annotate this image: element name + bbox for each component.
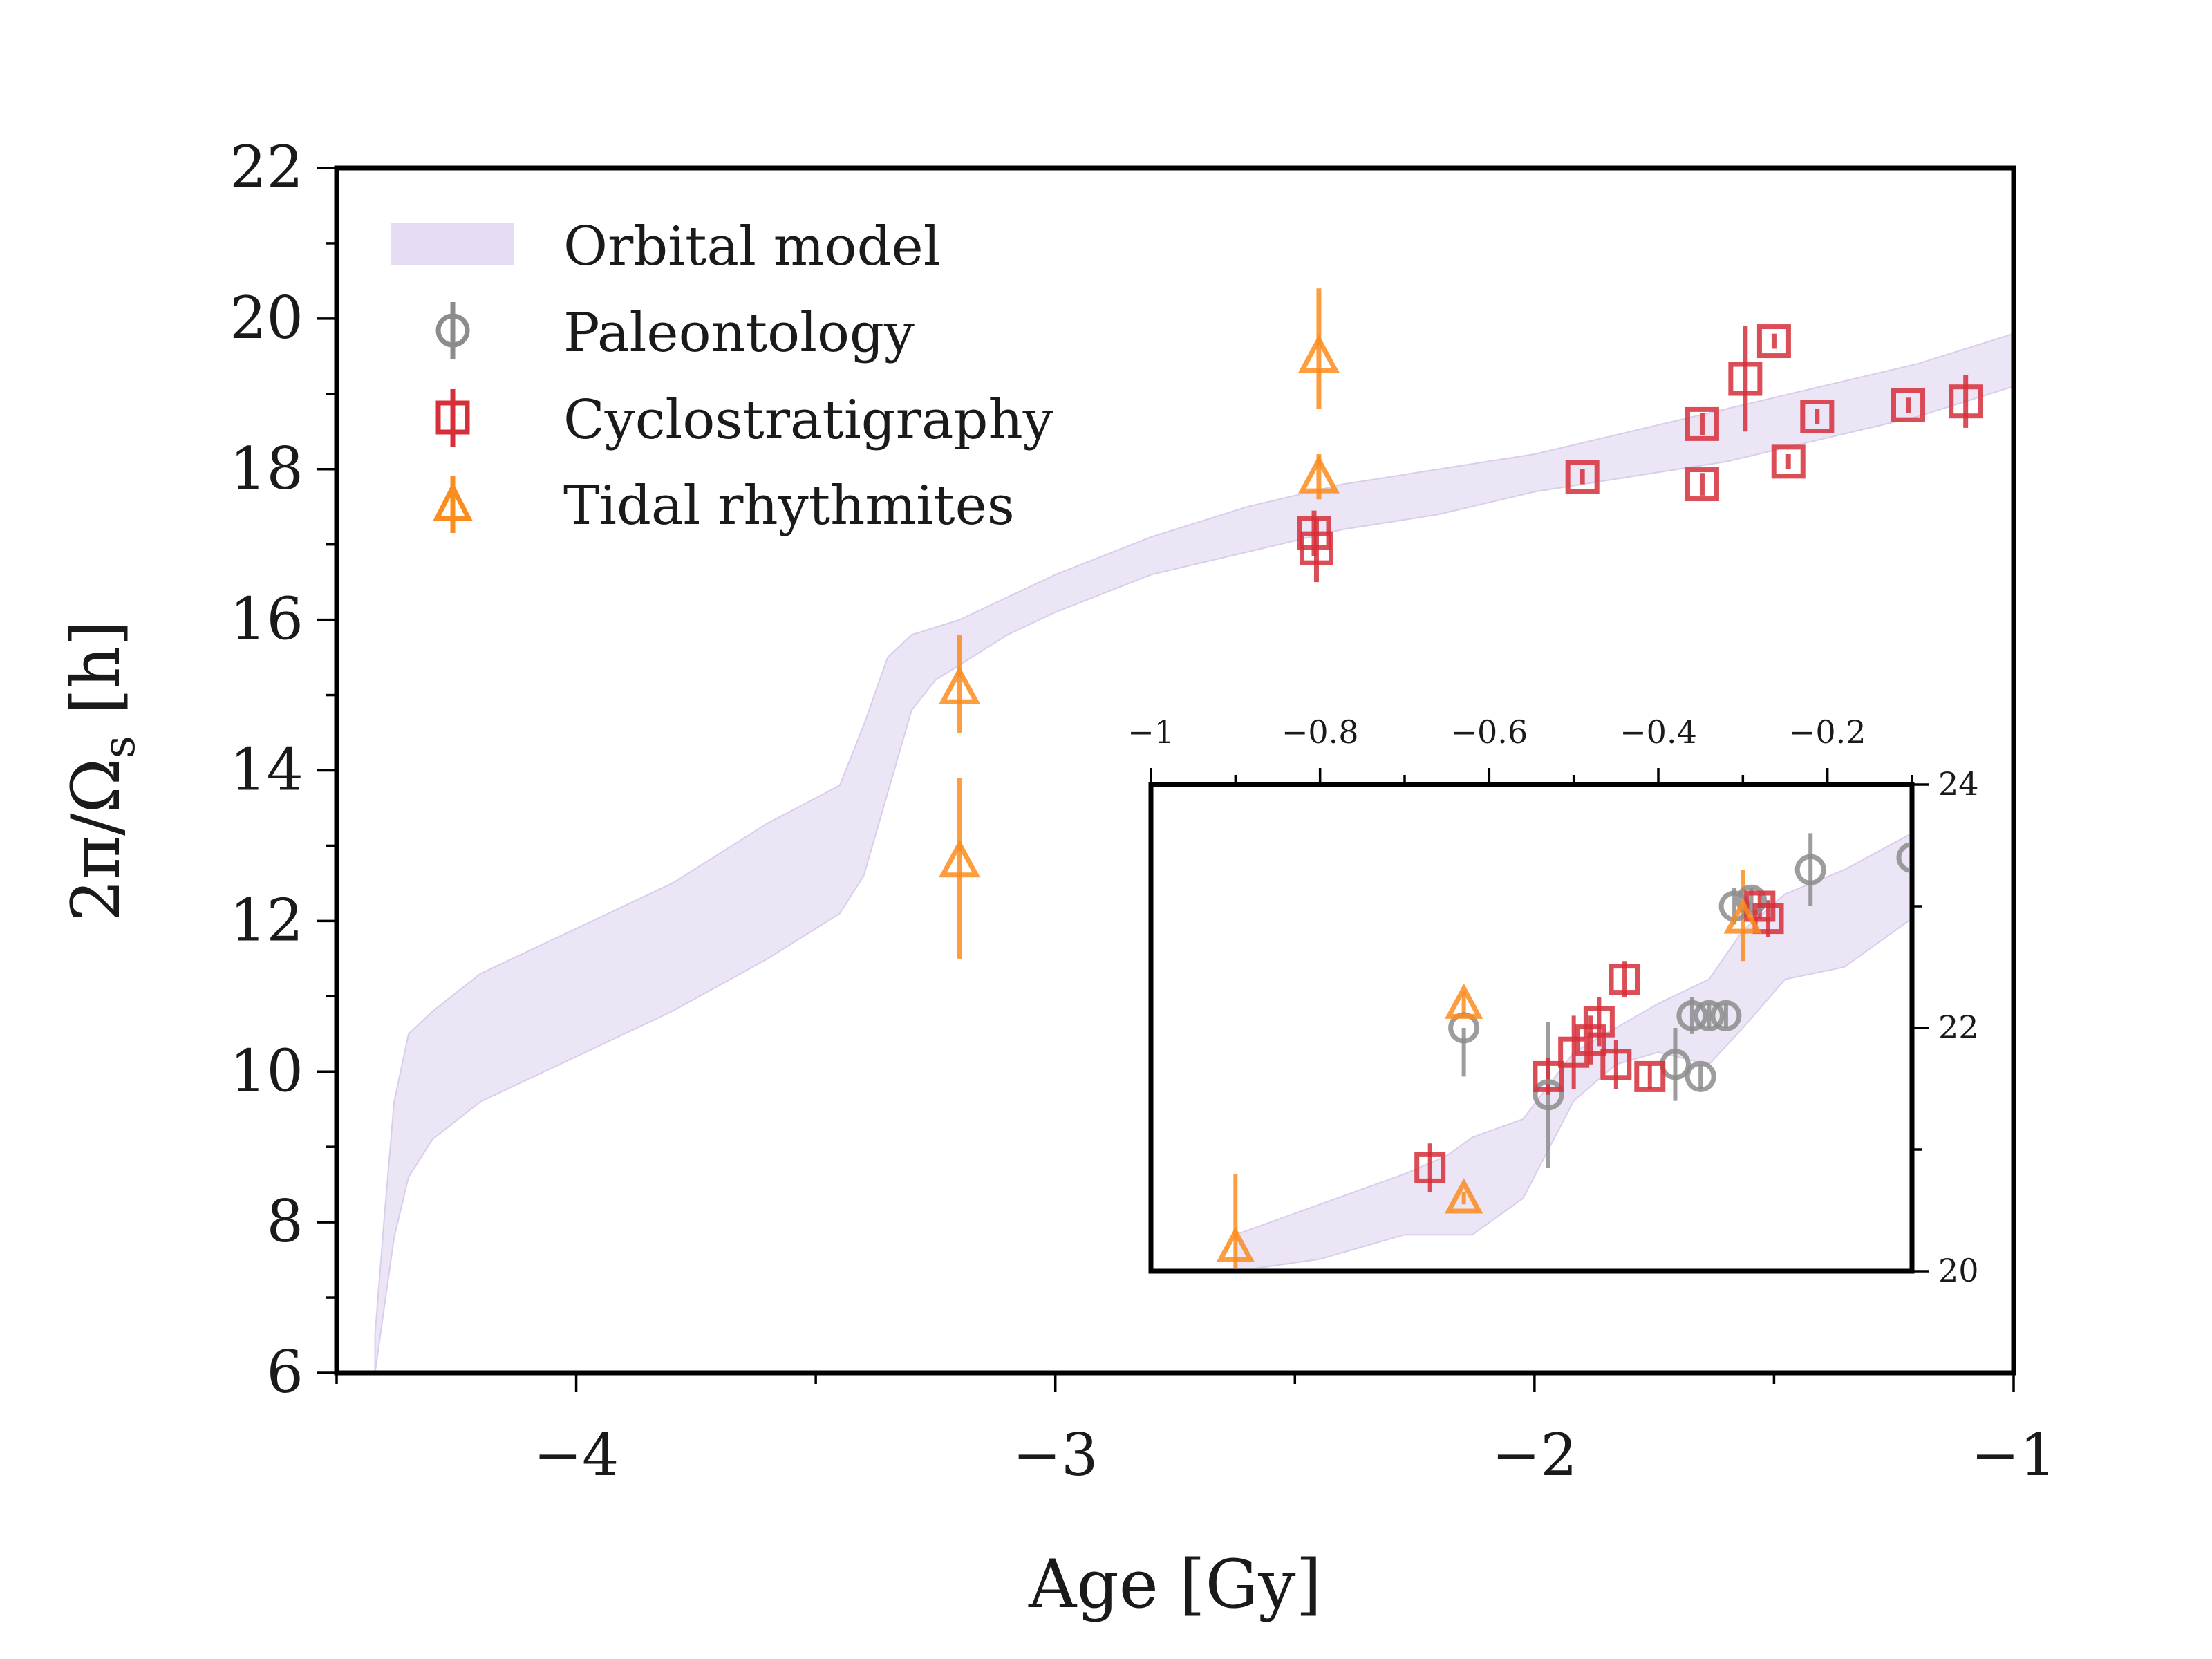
x-tick-label: −0.4 (1620, 713, 1697, 751)
tidal-point (1723, 898, 1763, 934)
cyclo-point (1949, 384, 1983, 419)
y-axis-title: 2π/Ωs [h] (57, 620, 145, 921)
paleo-point (1676, 1000, 1708, 1031)
x-tick-label: −0.8 (1282, 713, 1359, 751)
cyclo-point (1685, 406, 1719, 441)
legend-marker-tidal (433, 476, 473, 533)
main-errorbars (957, 288, 1969, 959)
cyclo-point (1609, 964, 1640, 995)
legend-swatch-model (391, 223, 514, 265)
legend-label-cyclo: Cyclostratigraphy (563, 389, 1053, 451)
tidal-point (1444, 983, 1483, 1019)
cyclo-point (1533, 1060, 1564, 1092)
paleo-point (1710, 1000, 1742, 1031)
tidal-point (1444, 1178, 1483, 1214)
paleo-point (1794, 854, 1826, 885)
cyclo-point (1414, 1152, 1446, 1183)
y-tick-label: 6 (267, 1338, 303, 1406)
y-tick-label: 24 (1938, 765, 1979, 803)
cyclo-point (1756, 324, 1791, 359)
y-tick-label: 12 (229, 886, 303, 954)
cyclo-point (1728, 362, 1763, 396)
cyclo-point (1634, 1060, 1666, 1092)
paleo-point (1736, 884, 1768, 916)
inset-markers (1216, 842, 1909, 1262)
legend: Orbital model Paleontology Cyclostratigr… (391, 216, 1053, 537)
tidal-point (1297, 455, 1340, 494)
main-x-ticks: −4 −3 −2 −1 (335, 1373, 2056, 1489)
legend-label-tidal: Tidal rhythmites (563, 475, 1015, 537)
y-tick-label: 20 (1938, 1252, 1979, 1289)
cyclo-point (1800, 399, 1835, 433)
y-tick-label: 16 (229, 585, 303, 653)
x-tick-label: −2 (1492, 1421, 1577, 1489)
y-axis-title-unit: [h] (57, 620, 135, 735)
orbital-model-band (374, 332, 2014, 1373)
paleo-point (1685, 1060, 1716, 1092)
x-tick-label: −0.2 (1789, 713, 1866, 751)
cyclo-point (1752, 903, 1784, 935)
x-tick-label: −4 (534, 1421, 619, 1489)
tidal-point (1216, 1226, 1255, 1262)
tidal-point (939, 666, 981, 704)
y-tick-label: 20 (229, 284, 303, 352)
paleo-point (1533, 1079, 1564, 1111)
x-tick-label: −3 (1013, 1421, 1098, 1489)
legend-marker-paleo (435, 302, 470, 359)
cyclo-point (1771, 444, 1806, 479)
tidal-point (939, 838, 981, 878)
x-tick-label: −1 (1127, 713, 1174, 751)
inset-y-ticks: 20 22 24 (1912, 765, 1979, 1289)
cyclo-point (1685, 467, 1719, 502)
cyclo-point (1583, 1006, 1615, 1038)
x-tick-label: −1 (1971, 1421, 2056, 1489)
legend-label-paleo: Paleontology (563, 302, 915, 364)
y-tick-label: 10 (229, 1037, 303, 1105)
legend-label-model: Orbital model (563, 216, 941, 278)
cyclo-point (1600, 1049, 1632, 1080)
x-axis-title: Age [Gy] (1028, 1546, 1322, 1623)
y-tick-label: 14 (229, 736, 303, 804)
inset-orbital-model-band (1235, 834, 1909, 1268)
cyclo-point (1891, 388, 1926, 422)
main-y-ticks: 6 8 10 12 14 16 18 20 22 (229, 133, 337, 1406)
y-tick-label: 22 (1938, 1009, 1979, 1046)
paleo-point (1693, 1000, 1725, 1031)
cyclo-point (1299, 531, 1333, 565)
main-markers (939, 324, 1983, 878)
paleo-point (1896, 842, 1909, 873)
cyclo-point (1565, 460, 1600, 494)
y-tick-label: 8 (267, 1188, 303, 1255)
legend-marker-cyclo (435, 389, 470, 447)
inset-background (1151, 785, 1912, 1271)
inset-plot: −1 −0.8 −0.6 −0.4 −0.2 20 22 24 (1127, 713, 1979, 1289)
main-plot: −4 −3 −2 −1 6 8 10 12 14 16 18 20 22 Age [Gy] 2π/Ωs… (57, 133, 2056, 1623)
y-axis-title-subscript: s (94, 735, 145, 758)
y-tick-label: 22 (229, 133, 303, 201)
tidal-point (1297, 334, 1340, 373)
inset-x-ticks: −1 −0.8 −0.6 −0.4 −0.2 (1127, 713, 1913, 785)
y-tick-label: 18 (229, 435, 303, 503)
cyclo-point (1575, 1024, 1606, 1056)
y-axis-title-main: 2π/Ω (57, 758, 135, 921)
x-tick-label: −0.6 (1450, 713, 1528, 751)
